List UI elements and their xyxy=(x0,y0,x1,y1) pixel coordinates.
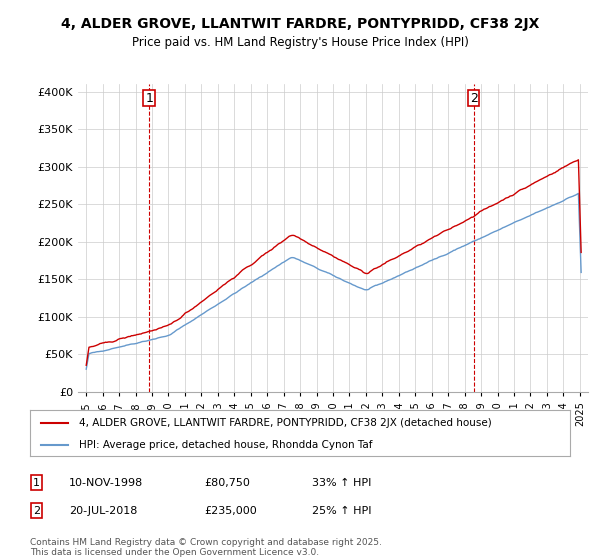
Text: HPI: Average price, detached house, Rhondda Cynon Taf: HPI: Average price, detached house, Rhon… xyxy=(79,440,372,450)
Text: Contains HM Land Registry data © Crown copyright and database right 2025.
This d: Contains HM Land Registry data © Crown c… xyxy=(30,538,382,557)
Text: £235,000: £235,000 xyxy=(204,506,257,516)
Text: 20-JUL-2018: 20-JUL-2018 xyxy=(69,506,137,516)
Text: £80,750: £80,750 xyxy=(204,478,250,488)
Text: 1: 1 xyxy=(145,91,153,105)
Text: 4, ALDER GROVE, LLANTWIT FARDRE, PONTYPRIDD, CF38 2JX (detached house): 4, ALDER GROVE, LLANTWIT FARDRE, PONTYPR… xyxy=(79,418,491,428)
Text: 2: 2 xyxy=(470,91,478,105)
Text: 33% ↑ HPI: 33% ↑ HPI xyxy=(312,478,371,488)
Text: 4, ALDER GROVE, LLANTWIT FARDRE, PONTYPRIDD, CF38 2JX: 4, ALDER GROVE, LLANTWIT FARDRE, PONTYPR… xyxy=(61,17,539,31)
Text: 1: 1 xyxy=(33,478,40,488)
Text: 10-NOV-1998: 10-NOV-1998 xyxy=(69,478,143,488)
Text: 25% ↑ HPI: 25% ↑ HPI xyxy=(312,506,371,516)
Text: 2: 2 xyxy=(33,506,40,516)
Text: Price paid vs. HM Land Registry's House Price Index (HPI): Price paid vs. HM Land Registry's House … xyxy=(131,36,469,49)
